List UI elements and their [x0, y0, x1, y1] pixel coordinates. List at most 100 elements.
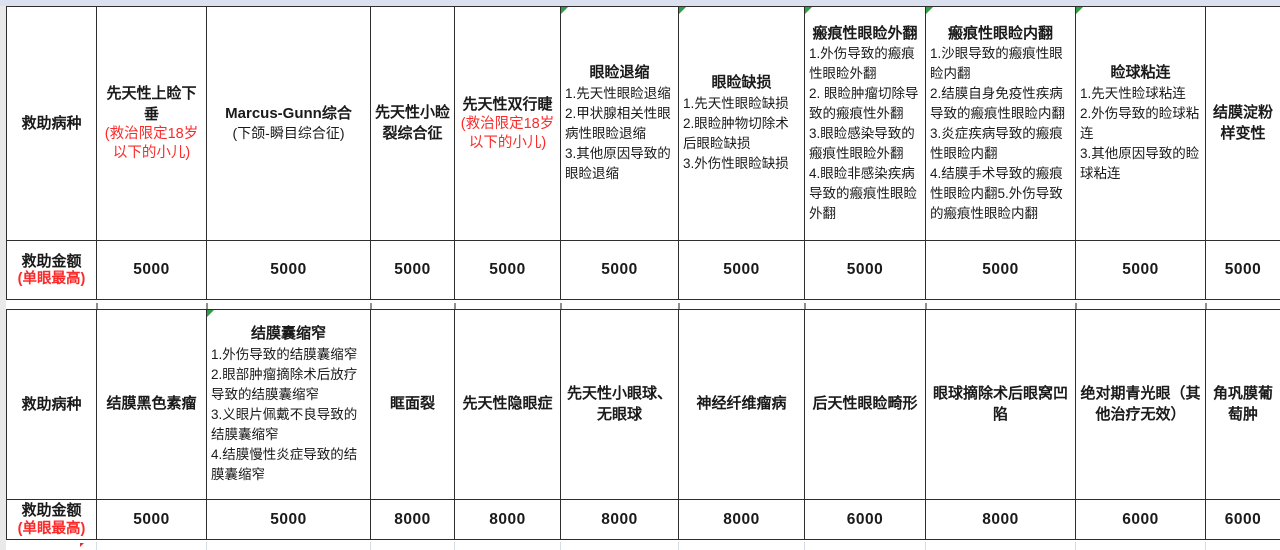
disease-cell[interactable]: 先天性上睑下垂 (救治限定18岁以下的小儿) — [97, 7, 207, 241]
disease-cell[interactable]: 瘢痕性眼睑外翻 1.外伤导致的瘢痕性眼睑外翻 2. 眼睑肿瘤切除导致的瘢痕性外翻… — [805, 7, 926, 241]
gridline-stub — [560, 542, 561, 550]
disease-title: Marcus-Gunn综合 — [225, 104, 352, 122]
gridline-stub — [96, 303, 98, 309]
disease-title: 瘢痕性眼睑外翻 — [812, 24, 918, 42]
amount-value: 6000 — [846, 510, 884, 528]
amount-value: 8000 — [489, 510, 526, 528]
disease-cell[interactable]: Marcus-Gunn综合 (下颌-瞬目综合征) — [207, 7, 371, 241]
amount-cell[interactable]: 6000 — [805, 500, 926, 540]
disease-title: 眼球摘除术后眼窝凹陷 — [932, 385, 1068, 423]
amount-value: 8000 — [394, 510, 431, 528]
disease-list: 1.先天性眼睑缺损 2.眼睑肿物切除术后眼睑缺损 3.外伤性眼睑缺损 — [683, 95, 789, 171]
amount-cell[interactable]: 8000 — [561, 500, 679, 540]
disease-title: 瘢痕性眼睑内翻 — [947, 24, 1053, 42]
sheet-top-strip — [0, 0, 1280, 6]
gridline-stub — [804, 303, 806, 309]
amount-value: 5000 — [723, 261, 760, 278]
gridline-stub — [206, 303, 208, 309]
amount-row-note: (单眼最高) — [17, 520, 86, 537]
disease-cell[interactable]: 后天性眼睑畸形 — [805, 310, 926, 500]
disease-list: 1.沙眼导致的瘢痕性眼睑内翻 2.结膜自身免疫性疾病导致的瘢痕性眼睑内翻 3.炎… — [930, 45, 1065, 221]
row-label-cell[interactable]: 救助金额 (单眼最高) — [7, 500, 97, 540]
disease-cell[interactable]: 眼球摘除术后眼窝凹陷 — [926, 310, 1076, 500]
disease-subtitle: (下颌-瞬目综合征) — [232, 125, 345, 142]
amount-cell[interactable]: 8000 — [926, 500, 1076, 540]
gridline-stub — [96, 542, 97, 550]
disease-table-lower: 救助病种 结膜黑色素瘤 结膜囊缩窄 1.外伤导致的结膜囊缩窄 2.眼部肿瘤摘除术… — [6, 309, 1280, 540]
amount-value: 8000 — [601, 510, 638, 528]
gridline-stub — [925, 303, 927, 309]
disease-title: 眶面裂 — [389, 395, 435, 413]
disease-title: 眼睑退缩 — [589, 64, 650, 82]
gridline-stub — [560, 303, 562, 309]
amount-cell[interactable]: 5000 — [1206, 241, 1280, 300]
disease-cell[interactable]: 睑球粘连 1.先天性睑球粘连 2.外伤导致的睑球粘连 3.其他原因导致的睑球粘连 — [1076, 7, 1206, 241]
amount-value: 5000 — [133, 510, 170, 528]
red-flag-icon — [80, 543, 84, 547]
disease-title: 结膜黑色素瘤 — [106, 395, 197, 413]
disease-cell[interactable]: 角巩膜葡萄肿 — [1206, 310, 1280, 500]
disease-cell[interactable]: 神经纤维瘤病 — [679, 310, 805, 500]
amount-value: 5000 — [133, 261, 170, 278]
amount-value: 5000 — [489, 261, 526, 278]
amount-cell[interactable]: 8000 — [679, 500, 805, 540]
amount-cell[interactable]: 6000 — [1206, 500, 1280, 540]
amount-cell[interactable]: 5000 — [926, 241, 1076, 300]
disease-table-upper: 救助病种 先天性上睑下垂 (救治限定18岁以下的小儿) Marcus-Gunn综… — [6, 6, 1280, 300]
gridline-stub — [925, 542, 926, 550]
disease-cell[interactable]: 先天性隐眼症 — [455, 310, 561, 500]
disease-row-label: 救助病种 — [21, 114, 82, 132]
amount-cell[interactable]: 5000 — [97, 500, 207, 540]
amount-value: 5000 — [982, 261, 1019, 278]
row-label-cell[interactable]: 救助病种 — [7, 310, 97, 500]
disease-cell[interactable]: 结膜囊缩窄 1.外伤导致的结膜囊缩窄 2.眼部肿瘤摘除术后放疗导致的结膜囊缩窄 … — [207, 310, 371, 500]
amount-value: 5000 — [1122, 261, 1159, 278]
disease-cell[interactable]: 眶面裂 — [371, 310, 455, 500]
amount-cell[interactable]: 5000 — [561, 241, 679, 300]
gridline-stub — [1205, 303, 1207, 309]
row-label-cell[interactable]: 救助病种 — [7, 7, 97, 241]
amount-cell[interactable]: 8000 — [371, 500, 455, 540]
gridline-stub — [370, 303, 372, 309]
disease-list: 1.外伤导致的瘢痕性眼睑外翻 2. 眼睑肿瘤切除导致的瘢痕性外翻 3.眼睑感染导… — [809, 45, 919, 221]
gridline-stub — [1075, 542, 1076, 550]
amount-cell[interactable]: 5000 — [207, 241, 371, 300]
amount-cell[interactable]: 5000 — [805, 241, 926, 300]
amount-cell[interactable]: 5000 — [1076, 241, 1206, 300]
disease-title: 先天性小眼球、无眼球 — [566, 385, 672, 423]
amount-value: 5000 — [846, 261, 884, 278]
sheet-left-strip — [0, 6, 6, 550]
disease-cell[interactable]: 先天性小眼球、无眼球 — [561, 310, 679, 500]
amount-cell[interactable]: 5000 — [97, 241, 207, 300]
gridline-stub — [370, 542, 371, 550]
disease-row-label: 救助病种 — [21, 395, 82, 413]
disease-cell[interactable]: 结膜淀粉样变性 — [1206, 7, 1280, 241]
gridline-stub — [1075, 303, 1077, 309]
amount-cell[interactable]: 8000 — [455, 500, 561, 540]
amount-cell[interactable]: 5000 — [679, 241, 805, 300]
disease-list: 1.外伤导致的结膜囊缩窄 2.眼部肿瘤摘除术后放疗导致的结膜囊缩窄 3.义眼片佩… — [211, 346, 358, 482]
disease-title: 眼睑缺损 — [711, 74, 772, 92]
amount-value: 6000 — [1224, 510, 1262, 528]
disease-cell[interactable]: 瘢痕性眼睑内翻 1.沙眼导致的瘢痕性眼睑内翻 2.结膜自身免疫性疾病导致的瘢痕性… — [926, 7, 1076, 241]
disease-cell[interactable]: 眼睑缺损 1.先天性眼睑缺损 2.眼睑肿物切除术后眼睑缺损 3.外伤性眼睑缺损 — [679, 7, 805, 241]
disease-cell[interactable]: 先天性小睑裂综合征 — [371, 7, 455, 241]
amount-value: 6000 — [1122, 510, 1159, 528]
row-label-cell[interactable]: 救助金额 (单眼最高) — [7, 241, 97, 300]
disease-title: 绝对期青光眼（其他治疗无效） — [1080, 385, 1201, 423]
disease-cell[interactable]: 结膜黑色素瘤 — [97, 310, 207, 500]
amount-value: 5000 — [1224, 261, 1262, 278]
amount-cell[interactable]: 6000 — [1076, 500, 1206, 540]
amount-cell[interactable]: 5000 — [207, 500, 371, 540]
amount-cell[interactable]: 5000 — [455, 241, 561, 300]
amount-value: 8000 — [723, 510, 760, 528]
disease-cell[interactable]: 眼睑退缩 1.先天性眼睑退缩 2.甲状腺相关性眼病性眼睑退缩 3.其他原因导致的… — [561, 7, 679, 241]
disease-cell[interactable]: 绝对期青光眼（其他治疗无效） — [1076, 310, 1206, 500]
disease-cell[interactable]: 先天性双行睫 (救治限定18岁以下的小儿) — [455, 7, 561, 241]
gridline-stub — [206, 542, 207, 550]
disease-title: 角巩膜葡萄肿 — [1212, 385, 1273, 423]
disease-list: 1.先天性睑球粘连 2.外伤导致的睑球粘连 3.其他原因导致的睑球粘连 — [1080, 85, 1200, 181]
disease-title: 结膜淀粉样变性 — [1212, 104, 1273, 142]
amount-cell[interactable]: 5000 — [371, 241, 455, 300]
